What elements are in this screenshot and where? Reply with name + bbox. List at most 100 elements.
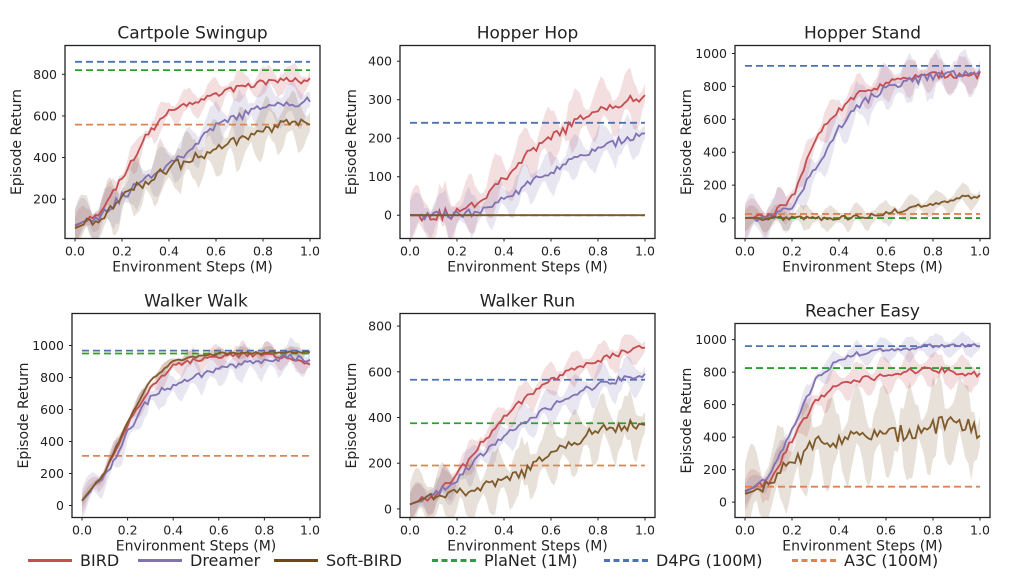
x-tick-label: 0.8 xyxy=(254,523,274,538)
y-tick-label: 600 xyxy=(40,402,64,417)
y-tick-label: 300 xyxy=(368,92,392,107)
x-tick-label: 0.2 xyxy=(447,523,467,538)
y-tick-label: 200 xyxy=(33,192,57,207)
series-line-bird xyxy=(744,69,981,219)
x-tick-label: 0.4 xyxy=(163,523,183,538)
y-tick-label: 1000 xyxy=(695,332,727,347)
y-tick-label: 800 xyxy=(33,67,57,82)
y-tick-label: 400 xyxy=(703,145,727,160)
legend-label-a3c: A3C (100M) xyxy=(844,550,939,570)
legend-swatch-dreamer xyxy=(138,558,182,562)
y-tick-label: 400 xyxy=(40,434,64,449)
legend-swatch-planet xyxy=(432,558,476,562)
x-tick-label: 0.4 xyxy=(829,244,849,259)
x-axis-label: Environment Steps (M) xyxy=(782,539,942,555)
y-tick-label: 800 xyxy=(368,319,392,334)
x-tick-label: 0.4 xyxy=(159,244,179,259)
plot-frame xyxy=(734,322,991,519)
y-tick-label: 0 xyxy=(719,495,727,510)
x-axis-label: Environment Steps (M) xyxy=(116,539,276,555)
series-line-bird xyxy=(74,76,311,227)
legend-label-soft-bird: Soft-BIRD xyxy=(326,550,402,570)
legend-item-planet: PlaNet (1M) xyxy=(432,550,578,570)
plot-frame xyxy=(64,44,321,240)
x-tick-label: 0.6 xyxy=(541,523,561,538)
series-line-soft-bird xyxy=(81,350,311,502)
subplot-walker-run: Walker Run 0.0 0.2 0.4 0.6 0.8 1.0 0 200 400 600 80… xyxy=(344,292,656,555)
band-dreamer xyxy=(745,330,980,506)
legend-item-dreamer: Dreamer xyxy=(138,550,260,570)
legend-swatch-a3c xyxy=(792,558,836,562)
subplot-hopper-hop: Hopper Hop 0.0 0.2 0.4 0.6 0.8 1.0 0 100 200 300 40… xyxy=(344,24,656,276)
x-tick-label: 0.6 xyxy=(876,244,896,259)
series-line-bird xyxy=(409,344,646,506)
x-tick-label: 0.0 xyxy=(400,523,420,538)
series-line-soft-bird xyxy=(745,194,981,222)
x-tick-label: 0.0 xyxy=(72,523,92,538)
x-tick-label: 0.6 xyxy=(206,244,226,259)
y-tick-label: 800 xyxy=(703,365,727,380)
x-tick-label: 0.6 xyxy=(209,523,229,538)
y-tick-label: 1000 xyxy=(32,338,64,353)
band-soft-bird xyxy=(745,372,980,518)
legend-label-planet: PlaNet (1M) xyxy=(484,550,578,570)
x-tick-label: 0.8 xyxy=(253,244,273,259)
chart-title: Walker Run xyxy=(480,292,576,312)
series-line-soft-bird xyxy=(744,415,981,495)
series-line-dreamer xyxy=(410,132,646,221)
x-tick-label: 0.0 xyxy=(400,244,420,259)
x-tick-label: 0.4 xyxy=(494,244,514,259)
legend-label-bird: BIRD xyxy=(80,550,120,570)
x-tick-label: 0.8 xyxy=(588,244,608,259)
y-axis-label: Episode Return xyxy=(344,89,360,195)
x-axis-label: Environment Steps (M) xyxy=(782,260,942,276)
band-dreamer xyxy=(745,48,980,239)
x-tick-label: 0.0 xyxy=(735,244,755,259)
x-tick-label: 0.2 xyxy=(782,244,802,259)
band-soft-bird xyxy=(410,388,645,518)
series-line-dreamer xyxy=(409,373,646,506)
legend-swatch-bird xyxy=(28,558,72,562)
x-tick-label: 0.8 xyxy=(923,523,943,538)
plot-frame xyxy=(399,312,656,519)
series-line-dreamer xyxy=(745,69,981,223)
y-tick-label: 400 xyxy=(368,54,392,69)
series-line-soft-bird xyxy=(74,118,311,230)
y-axis-label: Episode Return xyxy=(679,89,695,195)
band-dreamer xyxy=(410,114,645,239)
chart-title: Cartpole Swingup xyxy=(117,24,267,44)
x-axis-label: Environment Steps (M) xyxy=(447,539,607,555)
y-tick-label: 600 xyxy=(33,108,57,123)
y-axis-label: Episode Return xyxy=(679,368,695,474)
x-tick-label: 0.6 xyxy=(876,523,896,538)
y-tick-label: 200 xyxy=(703,462,727,477)
series-line-dreamer xyxy=(81,353,311,502)
x-tick-label: 0.6 xyxy=(541,244,561,259)
y-tick-label: 0 xyxy=(384,501,392,516)
x-tick-label: 1.0 xyxy=(970,523,990,538)
y-axis-label: Episode Return xyxy=(9,89,25,195)
legend-swatch-d4pg xyxy=(604,558,648,562)
subplot-hopper-stand: Hopper Stand 0.0 0.2 0.4 0.6 0.8 1.0 0 200 400 600… xyxy=(679,24,991,276)
series-line-bird xyxy=(744,365,981,492)
y-tick-label: 400 xyxy=(368,410,392,425)
subplot-cartpole-swingup: Cartpole Swingup 0.0 0.2 0.4 0.6 0.8 1.0 200 400… xyxy=(9,24,321,276)
x-tick-label: 0.2 xyxy=(782,523,802,538)
band-soft-bird xyxy=(75,90,310,239)
legend: BIRD Dreamer Soft-BIRD PlaNet (1M) D4PG … xyxy=(0,540,1022,580)
y-axis-label: Episode Return xyxy=(16,363,32,469)
y-tick-label: 0 xyxy=(384,208,392,223)
series-line-soft-bird xyxy=(409,417,646,506)
x-axis-label: Environment Steps (M) xyxy=(447,260,607,276)
band-bird xyxy=(745,349,980,511)
legend-label-dreamer: Dreamer xyxy=(190,550,261,570)
legend-item-bird: BIRD xyxy=(28,550,119,570)
subplot-reacher-easy: Reacher Easy 0.0 0.2 0.4 0.6 0.8 1.0 0 200 400 600… xyxy=(679,302,991,555)
chart-title: Walker Walk xyxy=(144,292,248,312)
chart-title: Hopper Stand xyxy=(804,24,921,44)
y-tick-label: 800 xyxy=(703,79,727,94)
y-tick-label: 600 xyxy=(703,112,727,127)
legend-item-soft-bird: Soft-BIRD xyxy=(274,550,402,570)
band-dreamer xyxy=(410,356,645,518)
